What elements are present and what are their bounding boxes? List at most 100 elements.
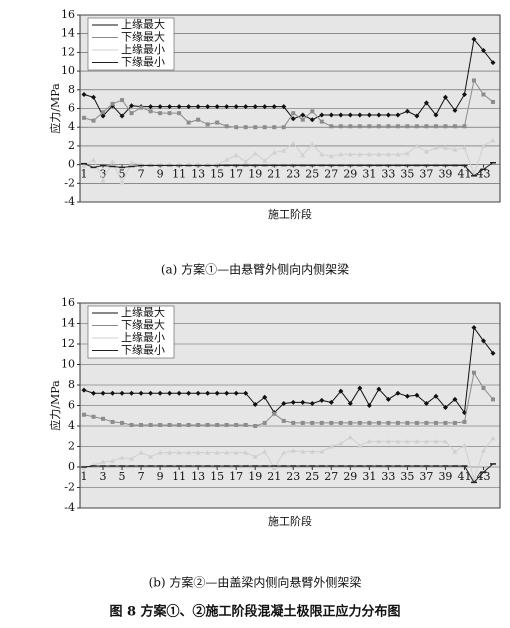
point [366,403,372,408]
y-tick-label: 0 [68,158,75,171]
point [157,104,163,110]
point [471,370,476,375]
point [224,422,229,427]
point [491,99,495,104]
point [395,438,401,444]
point [100,459,106,464]
point [443,420,448,425]
point [376,112,382,118]
x-tick-label: 3 [100,470,107,483]
point [233,152,239,158]
point [452,147,458,152]
y-tick-label: -4 [64,501,75,514]
point [442,438,448,444]
point [319,420,324,425]
point [157,450,163,455]
point [433,124,438,129]
point [471,36,477,42]
y-tick-label: 0 [68,460,75,473]
point [272,125,277,130]
y-tick-label: 8 [68,378,75,391]
point [119,390,125,396]
point [338,124,343,129]
point [186,422,191,427]
x-tick-label: 37 [419,470,433,483]
point [367,420,372,425]
point [376,386,382,392]
point [423,438,429,444]
point [214,104,220,110]
point [480,338,486,344]
point [481,92,486,97]
point [414,392,420,398]
y-tick-label: 14 [61,317,75,330]
point [281,400,287,406]
y-tick-label: 6 [68,399,75,412]
x-axis-label: 施工阶段 [268,514,312,528]
point [404,438,410,444]
point [404,108,410,114]
point [243,422,248,427]
point [309,449,315,454]
point [91,390,97,396]
point [291,420,296,425]
point [195,390,201,396]
point [347,434,353,440]
point [347,400,353,406]
point [300,449,306,454]
point [461,91,467,97]
y-tick-label: 16 [61,296,75,309]
x-tick-label: 1 [81,470,88,483]
point [224,104,230,110]
point [272,411,277,416]
point [462,124,467,129]
x-tick-label: 21 [267,470,281,483]
x-tick-label: 35 [400,470,414,483]
x-tick-label: 39 [438,470,452,483]
point [338,112,344,118]
point [290,448,296,453]
point [386,420,391,425]
x-tick-label: 19 [248,470,262,483]
point [91,118,96,123]
x-tick-label: 15 [210,168,224,181]
point [480,448,486,453]
x-tick-label: 17 [229,168,243,181]
point [158,422,163,427]
caption: (a) 方案①—由悬臂外侧向内侧架梁 [161,262,349,277]
point [148,109,153,114]
point [100,177,106,183]
point [329,420,334,425]
point [129,160,135,165]
y-tick-label: 2 [68,139,75,152]
point [414,143,420,148]
point [300,117,305,122]
point [423,149,429,154]
point [243,450,249,455]
point [234,422,239,427]
point [376,420,381,425]
point [490,60,496,66]
point [177,422,182,427]
point [120,420,125,425]
x-tick-label: 15 [210,470,224,483]
point [310,420,315,425]
y-tick-label: 8 [68,83,75,96]
point [462,419,467,424]
point [414,113,420,119]
point [366,112,372,118]
point [366,438,372,444]
point [252,150,258,156]
y-axis-label: 应力/MPa [48,380,62,431]
x-tick-label: 33 [381,168,395,181]
point [138,450,144,455]
x-tick-label: 31 [362,470,376,483]
point [442,94,448,100]
x-tick-label: 25 [305,470,319,483]
point [129,390,135,396]
x-axis-label: 施工阶段 [268,207,312,221]
x-tick-label: 33 [381,470,395,483]
x-tick-label: 25 [305,168,319,181]
point [196,117,201,122]
